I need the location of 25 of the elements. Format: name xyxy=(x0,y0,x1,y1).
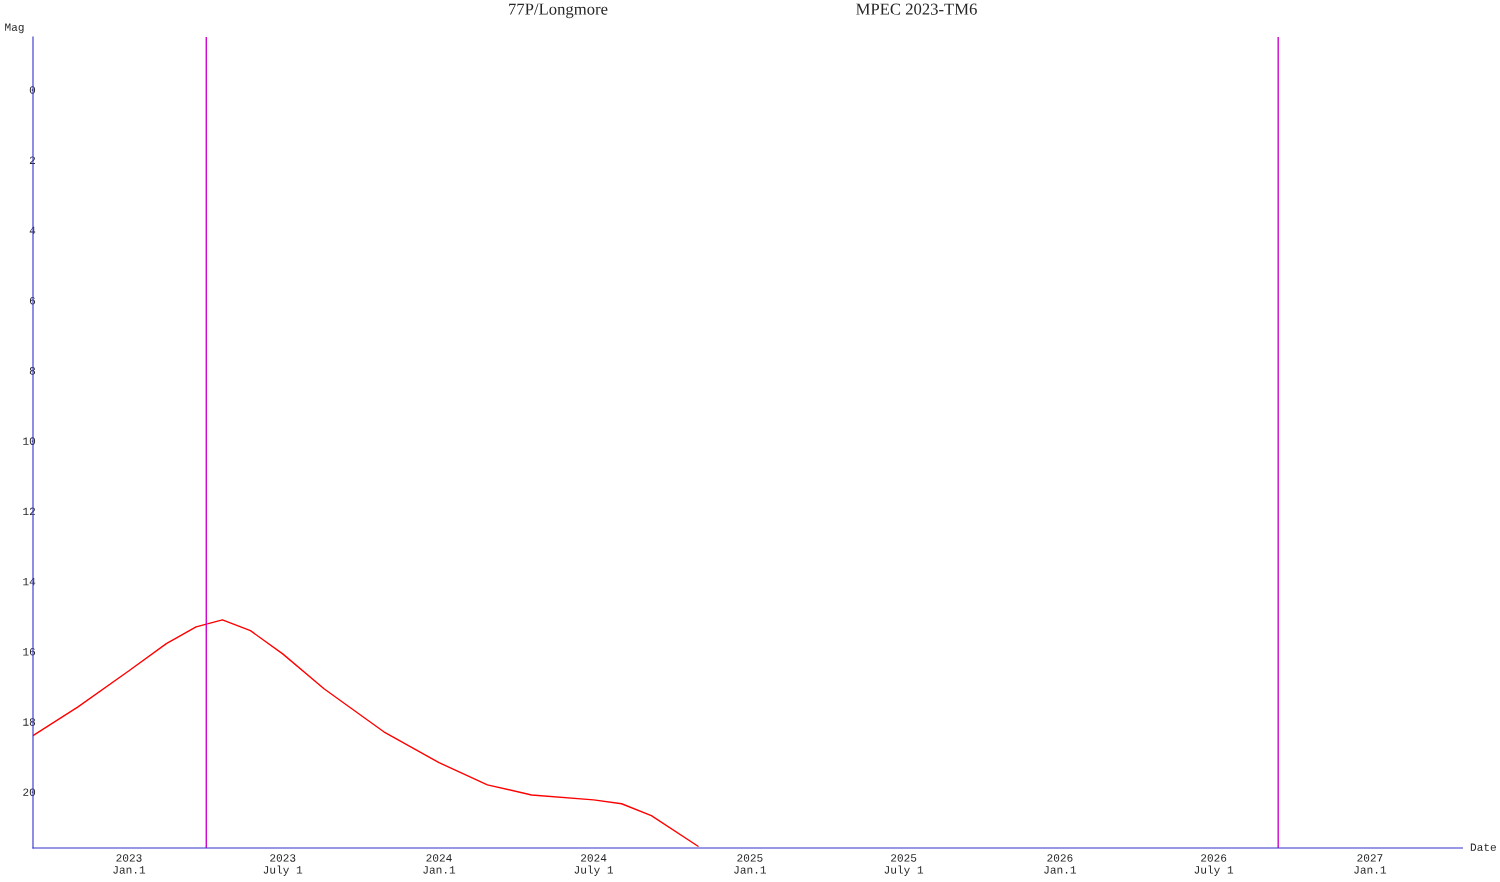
line-series xyxy=(33,619,699,847)
x-tick-label: 2026 July 1 xyxy=(1194,854,1234,876)
x-tick-label: 2026 Jan.1 xyxy=(1044,854,1077,874)
y-tick-label: 12 xyxy=(23,507,35,515)
x-tick-label: 2025 Jan.1 xyxy=(734,854,766,874)
y-tick-label: 2 xyxy=(29,156,35,164)
y-tick-label: 8 xyxy=(29,367,36,375)
y-tick-label: 18 xyxy=(23,718,36,726)
y-tick-label: 4 xyxy=(29,226,36,235)
x-axis-title: Date xyxy=(1470,843,1496,851)
y-tick-label: 6 xyxy=(29,296,36,305)
y-tick-label: 10 xyxy=(23,437,36,445)
x-tick-label: 2023 July 1 xyxy=(263,854,303,876)
chart-title: 77P/Longmore xyxy=(509,3,608,19)
x-tick-label: 2023 Jan.1 xyxy=(113,854,146,874)
chart-subtitle: MPEC 2023-TM6 xyxy=(856,3,977,15)
x-tick-label: 2025 July 1 xyxy=(884,854,924,876)
y-tick-label: 14 xyxy=(23,577,36,586)
y-tick-label: 0 xyxy=(29,86,36,94)
y-tick-label: 16 xyxy=(23,647,36,656)
x-tick-label: 2024 Jan.1 xyxy=(423,854,456,874)
y-axis-title: Mag xyxy=(5,23,24,34)
x-tick-label: 2027 Jan.1 xyxy=(1354,854,1387,874)
y-tick-label: 20 xyxy=(23,788,36,796)
x-tick-label: 2024 July 1 xyxy=(574,854,614,876)
